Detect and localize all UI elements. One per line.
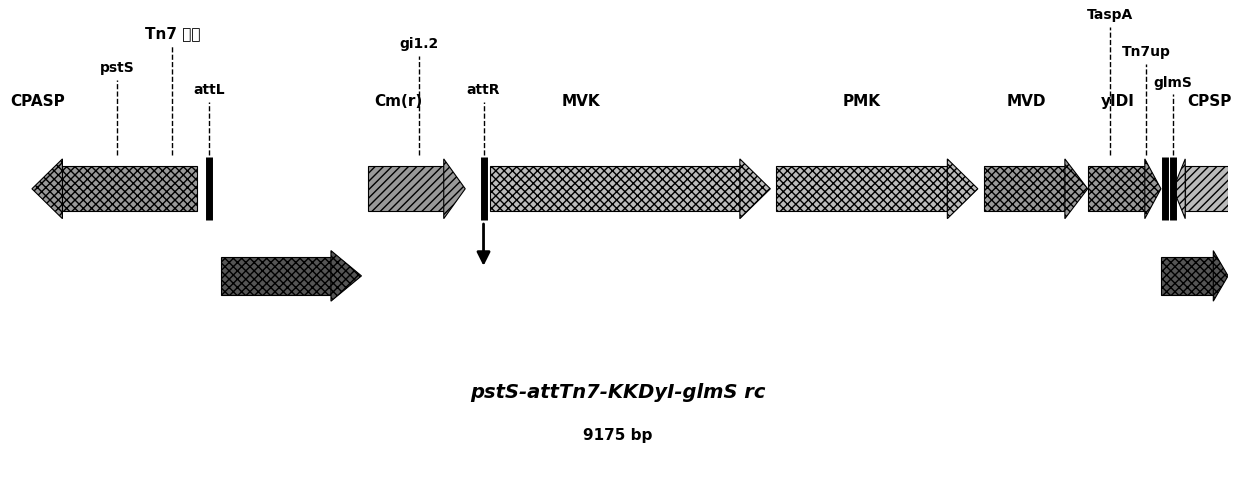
Polygon shape (1173, 159, 1185, 219)
Polygon shape (444, 159, 465, 219)
Bar (985, 166, 1065, 211)
Text: PMK: PMK (843, 94, 880, 109)
Polygon shape (1145, 159, 1161, 219)
Text: Tn7up: Tn7up (1122, 45, 1171, 59)
Text: MVD: MVD (1007, 94, 1047, 109)
Polygon shape (1213, 250, 1228, 301)
Bar (1185, 166, 1228, 211)
Bar (62, 166, 197, 211)
Text: attL: attL (193, 83, 224, 97)
Bar (776, 166, 947, 211)
Bar (1087, 166, 1145, 211)
Text: gi1.2: gi1.2 (399, 37, 439, 51)
Polygon shape (32, 159, 62, 219)
Text: TaspA: TaspA (1086, 8, 1133, 22)
Text: pstS-attTn7-KKDyI-glmS rc: pstS-attTn7-KKDyI-glmS rc (470, 383, 765, 401)
Bar (490, 166, 740, 211)
Bar (367, 166, 444, 211)
Text: Tn7 下游: Tn7 下游 (145, 26, 200, 41)
Text: Cm(r): Cm(r) (374, 94, 422, 109)
Text: attR: attR (466, 83, 500, 97)
Text: glmS: glmS (1153, 75, 1193, 90)
Bar (221, 257, 331, 295)
Polygon shape (331, 250, 362, 301)
Polygon shape (947, 159, 978, 219)
Polygon shape (740, 159, 770, 219)
Polygon shape (1065, 159, 1087, 219)
Text: CPSP: CPSP (1188, 94, 1233, 109)
Text: yIDI: yIDI (1101, 94, 1135, 109)
Text: CPASP: CPASP (11, 94, 66, 109)
Bar (1161, 257, 1213, 295)
Text: pstS: pstS (100, 61, 135, 75)
Text: 9175 bp: 9175 bp (583, 428, 652, 443)
Text: MVK: MVK (562, 94, 600, 109)
